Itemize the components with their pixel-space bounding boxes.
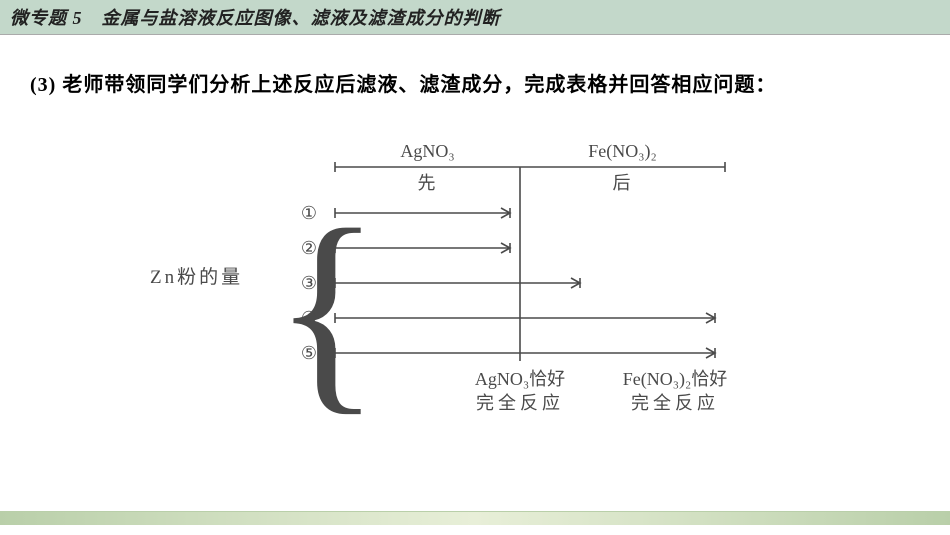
diagram-svg: Zn粉的量{AgNO₃Fe(NO₃)₂先后①②③④⑤AgNO₃恰好完全反应Fe(… <box>145 123 805 423</box>
reaction-extent-diagram: Zn粉的量{AgNO₃Fe(NO₃)₂先后①②③④⑤AgNO₃恰好完全反应Fe(… <box>145 123 805 428</box>
diagram-container: Zn粉的量{AgNO₃Fe(NO₃)₂先后①②③④⑤AgNO₃恰好完全反应Fe(… <box>30 123 920 428</box>
svg-text:先: 先 <box>418 173 438 193</box>
svg-text:⑤: ⑤ <box>301 343 317 363</box>
svg-text:AgNO₃: AgNO₃ <box>400 141 454 161</box>
svg-text:②: ② <box>301 238 317 258</box>
svg-text:{: { <box>273 183 381 423</box>
question-number: (3) <box>30 74 56 96</box>
question-text: (3) 老师带领同学们分析上述反应后滤液、滤渣成分，完成表格并回答相应问题： <box>30 65 920 105</box>
question-body: 老师带领同学们分析上述反应后滤液、滤渣成分，完成表格并回答相应问题： <box>62 74 776 96</box>
svg-text:Fe(NO₃)₂恰好: Fe(NO₃)₂恰好 <box>623 369 728 390</box>
topic-title: 微专题 5 金属与盐溶液反应图像、滤液及滤渣成分的判断 <box>10 4 940 30</box>
svg-text:Zn粉的量: Zn粉的量 <box>150 266 243 288</box>
svg-text:AgNO₃恰好: AgNO₃恰好 <box>475 369 565 389</box>
topic-header: 微专题 5 金属与盐溶液反应图像、滤液及滤渣成分的判断 <box>0 0 950 35</box>
svg-text:③: ③ <box>301 273 317 293</box>
footer-stripe <box>0 511 950 525</box>
svg-text:完全反应: 完全反应 <box>476 393 564 413</box>
svg-text:①: ① <box>301 203 317 223</box>
content-area: (3) 老师带领同学们分析上述反应后滤液、滤渣成分，完成表格并回答相应问题： Z… <box>0 35 950 428</box>
svg-text:Fe(NO₃)₂: Fe(NO₃)₂ <box>588 141 657 162</box>
svg-text:完全反应: 完全反应 <box>631 393 719 413</box>
svg-text:后: 后 <box>613 173 633 193</box>
svg-text:④: ④ <box>301 308 317 328</box>
